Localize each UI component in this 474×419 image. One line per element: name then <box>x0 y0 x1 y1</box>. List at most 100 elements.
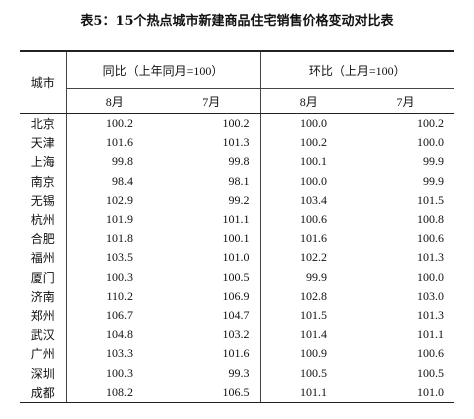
cell-yoy-jul: 100.5 <box>222 269 250 284</box>
cell-yoy-aug: 100.3 <box>65 267 163 287</box>
cell-mom-aug: 100.0 <box>259 171 357 191</box>
header-yoy: 同比（上年同月=100） <box>65 50 260 89</box>
cell-yoy-aug: 101.6 <box>65 133 163 153</box>
table-row: 厦门 100.3 100.5 99.9 100.0 <box>20 267 454 287</box>
row-city: 杭州 <box>30 213 55 228</box>
cell-mom-aug: 102.2 <box>259 248 357 268</box>
cell-mom-jul: 100.8 <box>417 212 444 227</box>
table-row: 郑州 106.7 104.7 101.5 101.3 <box>20 305 454 326</box>
table-row: 杭州 101.9 101.1 100.6 100.8 <box>20 209 454 230</box>
row-city: 福州 <box>30 251 55 266</box>
cell-yoy-jul: 103.2 <box>222 327 250 342</box>
cell-mom-jul: 103.0 <box>417 288 444 303</box>
cell-yoy-aug: 101.8 <box>65 229 163 249</box>
row-city: 合肥 <box>30 232 55 247</box>
cell-mom-jul: 101.1 <box>417 327 444 342</box>
cell-yoy-jul: 99.8 <box>228 154 250 169</box>
table-row: 福州 103.5 101.0 102.2 101.3 <box>20 248 454 268</box>
cell-yoy-jul: 100.1 <box>222 231 250 246</box>
cell-yoy-aug: 101.9 <box>65 209 163 230</box>
cell-yoy-aug: 102.9 <box>65 190 163 210</box>
cell-mom-jul: 100.5 <box>417 365 444 380</box>
table-row: 济南 110.2 106.9 102.8 103.0 <box>20 286 454 306</box>
cell-yoy-jul: 101.1 <box>222 212 250 227</box>
table-row: 深圳 100.3 99.3 100.5 100.5 <box>20 363 454 383</box>
cell-mom-jul: 100.6 <box>417 231 444 246</box>
header-mom: 环比（上月=100） <box>259 50 454 89</box>
cell-mom-aug: 101.4 <box>259 325 357 345</box>
header-mom-jul: 7月 <box>357 88 454 114</box>
table-row: 上海 99.8 99.8 100.1 99.9 <box>20 152 454 172</box>
cell-mom-aug: 102.8 <box>259 286 357 306</box>
cell-yoy-jul: 106.9 <box>222 288 250 303</box>
row-city: 郑州 <box>30 308 55 323</box>
cell-yoy-aug: 100.3 <box>65 363 163 383</box>
cell-yoy-jul: 104.7 <box>222 307 250 322</box>
table-title: 表5：15个热点城市新建商品住宅销售价格变动对比表 <box>80 14 394 29</box>
row-city: 上海 <box>30 155 55 170</box>
cell-mom-jul: 100.0 <box>417 135 444 150</box>
cell-yoy-aug: 100.2 <box>65 113 163 134</box>
row-city: 济南 <box>30 289 55 304</box>
table-body: 北京 100.2 100.2 100.0 100.2 天津 101.6 101.3 100.2 1… <box>20 113 454 403</box>
cell-mom-aug: 99.9 <box>259 267 357 287</box>
table-row: 无锡 102.9 99.2 103.4 101.5 <box>20 190 454 210</box>
cell-yoy-aug: 99.8 <box>65 152 163 172</box>
cell-mom-aug: 100.2 <box>259 133 357 153</box>
row-city: 南京 <box>30 174 55 189</box>
cell-yoy-aug: 103.5 <box>65 248 163 268</box>
header-mom-aug: 8月 <box>259 88 357 114</box>
table-row: 天津 101.6 101.3 100.2 100.0 <box>20 133 454 153</box>
table-row: 合肥 101.8 100.1 101.6 100.6 <box>20 229 454 249</box>
cell-yoy-jul: 98.1 <box>228 173 250 188</box>
cell-yoy-aug: 108.2 <box>65 382 163 403</box>
cell-yoy-jul: 101.0 <box>222 250 250 265</box>
header-yoy-jul: 7月 <box>163 88 260 114</box>
cell-mom-jul: 101.5 <box>417 192 444 207</box>
table-row: 南京 98.4 98.1 100.0 99.9 <box>20 171 454 191</box>
cell-yoy-jul: 101.6 <box>222 346 250 361</box>
cell-yoy-jul: 99.2 <box>228 192 250 207</box>
cell-mom-aug: 101.1 <box>259 382 357 403</box>
row-city: 武汉 <box>30 328 55 343</box>
row-city: 厦门 <box>30 270 55 285</box>
header-yoy-aug: 8月 <box>65 88 163 114</box>
cell-yoy-jul: 100.2 <box>222 116 250 131</box>
table-row: 北京 100.2 100.2 100.0 100.2 <box>20 113 454 134</box>
cell-yoy-aug: 110.2 <box>65 286 163 306</box>
cell-mom-aug: 103.4 <box>259 190 357 210</box>
cell-yoy-aug: 103.3 <box>65 344 163 364</box>
cell-mom-jul: 101.3 <box>417 250 444 265</box>
cell-mom-jul: 99.9 <box>423 154 444 169</box>
row-city: 深圳 <box>30 366 55 381</box>
cell-mom-jul: 101.0 <box>357 382 454 403</box>
row-city: 成都 <box>20 382 66 403</box>
table-row: 广州 103.3 101.6 100.9 100.6 <box>20 344 454 364</box>
header-city: 城市 <box>20 50 66 114</box>
cell-mom-jul: 100.2 <box>417 116 444 131</box>
table-row: 成都 108.2 106.5 101.1 101.0 <box>20 382 454 403</box>
cell-mom-aug: 101.5 <box>259 305 357 326</box>
cell-mom-aug: 101.6 <box>259 229 357 249</box>
row-city: 无锡 <box>30 193 55 208</box>
cell-mom-aug: 100.0 <box>259 113 357 134</box>
cell-mom-jul: 100.0 <box>417 269 444 284</box>
row-city: 天津 <box>30 136 55 151</box>
cell-mom-jul: 99.9 <box>423 173 444 188</box>
price-comparison-table: 城市 同比（上年同月=100） 环比（上月=100） 8月 7月 8月 7月 北… <box>20 50 454 403</box>
row-city: 北京 <box>30 117 55 132</box>
cell-yoy-aug: 98.4 <box>65 171 163 191</box>
cell-mom-aug: 100.1 <box>259 152 357 172</box>
cell-mom-aug: 100.6 <box>259 209 357 230</box>
cell-yoy-jul: 101.3 <box>222 135 250 150</box>
cell-yoy-jul: 106.5 <box>163 382 260 403</box>
cell-mom-aug: 100.9 <box>259 344 357 364</box>
cell-yoy-aug: 106.7 <box>65 305 163 326</box>
table-row: 武汉 104.8 103.2 101.4 101.1 <box>20 325 454 345</box>
row-city: 广州 <box>30 347 55 362</box>
cell-mom-jul: 101.3 <box>417 307 444 322</box>
cell-mom-jul: 100.6 <box>417 346 444 361</box>
cell-yoy-jul: 99.3 <box>228 365 250 380</box>
cell-yoy-aug: 104.8 <box>65 325 163 345</box>
cell-mom-aug: 100.5 <box>259 363 357 383</box>
